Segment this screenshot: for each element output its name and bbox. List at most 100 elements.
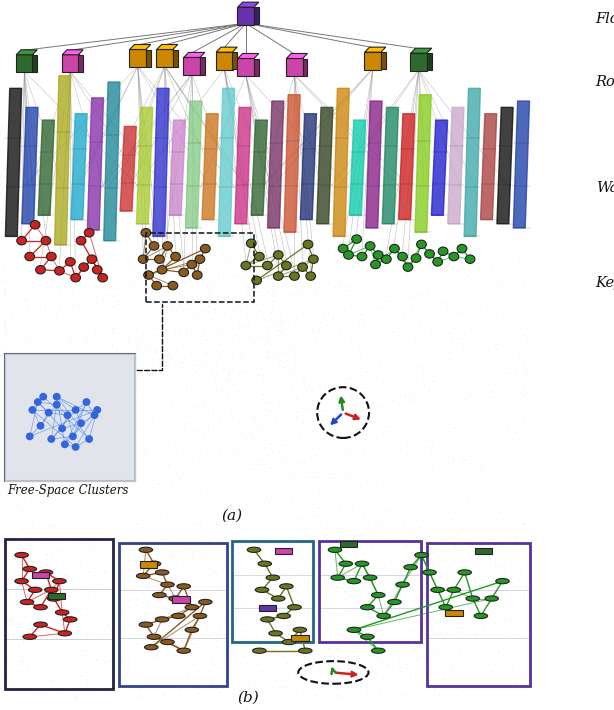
Point [365,415,375,427]
Point [460,486,470,497]
Point [68,538,77,550]
Point [397,523,406,534]
Point [75,516,85,528]
Point [426,264,436,275]
Point [184,506,194,517]
Circle shape [48,436,55,442]
Point [145,485,155,496]
Point [68,569,77,581]
Point [191,430,201,442]
Point [415,606,425,618]
Point [26,452,36,463]
Point [312,477,322,488]
Point [240,511,250,523]
Point [443,424,453,435]
Point [35,360,45,371]
Point [124,257,134,268]
Point [61,604,71,616]
Point [336,427,346,439]
Point [98,251,107,263]
Point [241,268,251,279]
Point [298,217,308,228]
Point [84,692,94,704]
Point [204,244,214,256]
Point [459,534,469,545]
Point [475,386,484,398]
Point [126,530,136,542]
Point [341,545,351,556]
Point [477,619,487,630]
Point [47,675,56,687]
Point [107,663,117,674]
Point [405,587,415,599]
Point [173,215,183,226]
Point [301,442,311,454]
Point [286,443,296,454]
Point [495,506,505,518]
Ellipse shape [87,255,97,263]
Point [222,593,231,604]
Point [251,427,261,439]
Point [251,550,261,561]
Point [47,565,57,577]
Point [424,318,434,329]
Point [178,614,188,626]
Point [128,640,138,652]
Point [101,214,111,226]
Point [133,216,143,227]
Point [195,454,205,466]
Point [227,229,237,240]
Point [282,657,292,668]
Point [404,366,414,377]
Point [513,675,523,687]
Point [497,628,507,639]
Point [503,311,513,322]
Point [46,520,56,532]
Point [386,384,395,395]
Point [356,529,365,540]
Point [268,562,278,574]
Point [235,348,244,359]
Point [81,632,91,643]
Point [10,398,20,409]
Point [31,387,41,398]
Point [96,481,106,493]
Point [58,378,68,390]
Point [406,209,416,220]
Point [122,591,132,603]
Point [424,546,434,557]
Point [93,307,103,318]
Point [499,368,508,379]
Point [419,251,429,262]
Point [434,505,444,516]
Point [292,322,301,333]
Point [201,498,211,509]
Point [165,274,175,285]
Point [141,435,150,447]
Point [472,594,481,606]
Point [464,307,474,318]
Point [212,313,222,324]
Point [517,207,527,218]
Point [441,305,451,316]
Point [118,692,128,704]
Point [243,265,252,276]
Point [433,647,443,658]
Point [480,402,489,413]
Point [385,302,395,314]
Point [131,219,141,230]
Point [36,577,46,589]
Point [61,223,71,234]
Point [1,214,10,225]
Point [123,663,133,674]
Point [441,346,451,357]
Point [77,452,87,463]
Point [1,444,10,456]
Point [206,451,216,462]
Point [305,471,315,482]
Point [195,214,205,226]
Point [319,558,328,569]
FancyBboxPatch shape [140,562,157,568]
Point [451,444,461,456]
Point [128,570,138,581]
